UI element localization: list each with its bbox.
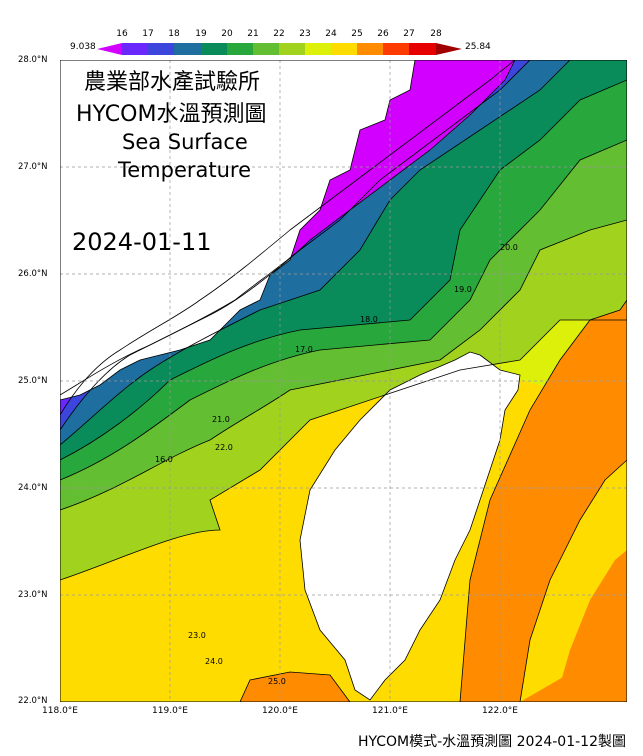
- colorbar-tick: 18: [168, 29, 180, 39]
- contour-label: 25.0: [268, 677, 286, 686]
- x-axis-label: 120.0°E: [262, 706, 298, 716]
- forecast-date: 2024-01-11: [72, 228, 212, 256]
- subtitle-line1: Sea Surface: [122, 130, 248, 154]
- colorbar-tick: 25: [351, 29, 363, 39]
- y-axis-label: 23.0°N: [18, 590, 48, 600]
- contour-label: 17.0: [295, 345, 313, 354]
- contour-label: 22.0: [215, 443, 233, 452]
- colorbar-tick: 16: [116, 29, 128, 39]
- colorbar-tick: 26: [377, 29, 389, 39]
- colorbar-min-label: 9.038: [70, 42, 96, 52]
- contour-label: 18.0: [360, 315, 378, 324]
- x-axis-label: 122.0°E: [482, 706, 518, 716]
- x-axis-label: 119.0°E: [152, 706, 188, 716]
- y-axis-label: 25.0°N: [18, 376, 48, 386]
- subtitle-line2: Temperature: [118, 158, 252, 182]
- colorbar-tick: 28: [430, 29, 442, 39]
- y-axis-label: 27.0°N: [18, 162, 48, 172]
- colorbar-tick: 22: [273, 29, 285, 39]
- colorbar-tick: 27: [403, 29, 415, 39]
- y-axis-label: 28.0°N: [18, 55, 48, 65]
- y-axis-label: 24.0°N: [18, 483, 48, 493]
- x-axis-label: 118.0°E: [42, 706, 78, 716]
- colorbar-tick: 23: [299, 29, 311, 39]
- colorbar-tick: 20: [221, 29, 233, 39]
- contour-label: 19.0: [454, 285, 472, 294]
- contour-label: 16.0: [155, 455, 173, 464]
- forecast-title: HYCOM水溫預測圖: [76, 102, 267, 127]
- contour-label: 20.0: [500, 243, 518, 252]
- colorbar-max-label: 25.84: [465, 42, 491, 52]
- institute-title: 農業部水產試驗所: [84, 70, 261, 95]
- colorbar-tick: 17: [142, 29, 154, 39]
- contour-label: 24.0: [205, 657, 223, 666]
- sst-map: 16.0 17.0 18.0 19.0 20.0 21.0 22.0 23.0 …: [59, 59, 628, 703]
- colorbar-graphic: [97, 43, 462, 55]
- colorbar-tick: 24: [325, 29, 337, 39]
- colorbar-tick: 19: [195, 29, 207, 39]
- colorbar-legend: 9.038 25.84 16 17 18 19 20 21 22 23 24 2…: [0, 0, 643, 60]
- contour-label: 23.0: [188, 631, 206, 640]
- y-axis-label: 26.0°N: [18, 269, 48, 279]
- sst-contour-map: 16.0 17.0 18.0 19.0 20.0 21.0 22.0 23.0 …: [59, 59, 628, 703]
- footer-caption: HYCOM模式-水溫預測圖 2024-01-12製圖: [357, 734, 626, 750]
- contour-label: 21.0: [212, 415, 230, 424]
- y-axis-label: 22.0°N: [18, 696, 48, 706]
- colorbar-tick: 21: [247, 29, 259, 39]
- x-axis-label: 121.0°E: [372, 706, 408, 716]
